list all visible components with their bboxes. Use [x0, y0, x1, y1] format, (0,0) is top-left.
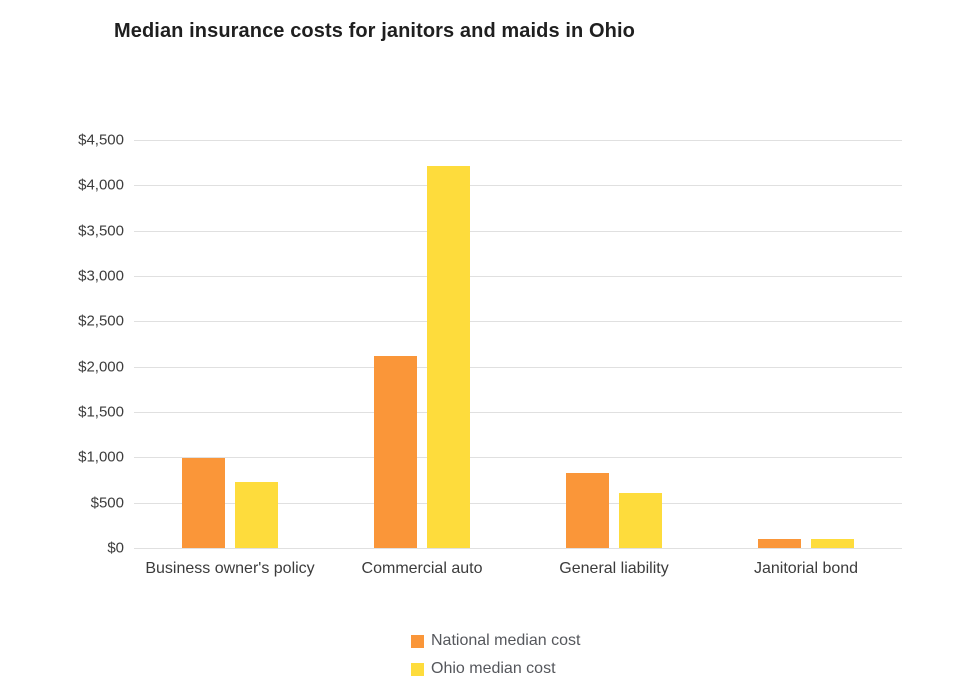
y-tick-label: $1,500: [78, 403, 124, 421]
x-category-label: General liability: [559, 560, 669, 577]
chart-title: Median insurance costs for janitors and …: [114, 20, 635, 42]
national-swatch-icon: [411, 634, 424, 648]
x-category-label: Janitorial bond: [753, 560, 859, 577]
y-tick-label: $500: [90, 494, 124, 512]
legend-item-ohio: Ohio median cost: [411, 658, 580, 680]
x-category-label: Business owner's policy: [145, 560, 315, 577]
x-category-label: Commercial auto: [361, 560, 483, 577]
y-tick-label: $3,000: [78, 267, 124, 285]
grid-line: [134, 185, 902, 187]
bar-ohio: [235, 482, 278, 548]
y-tick-label: $1,000: [78, 448, 124, 466]
grid-line: [134, 276, 902, 277]
legend-item-national: National median cost: [411, 630, 580, 652]
y-tick-label: $3,500: [78, 222, 124, 240]
bar-ohio: [811, 539, 854, 548]
y-tick-label: $0: [107, 539, 124, 557]
grid-line: [134, 457, 902, 459]
grid-line: [134, 502, 902, 504]
grid-line: [134, 548, 902, 549]
bar-national: [182, 458, 225, 548]
y-tick-label: $4,500: [78, 131, 124, 149]
bar-national: [374, 356, 417, 548]
y-tick-label: $2,000: [78, 358, 124, 376]
bar-national: [758, 539, 801, 548]
grid-line: [134, 321, 902, 323]
grid-line: [134, 230, 902, 232]
bar-ohio: [619, 493, 662, 548]
grid-line: [134, 412, 902, 413]
bar-national: [566, 473, 609, 548]
grid-line: [134, 366, 902, 368]
bar-ohio: [427, 166, 470, 548]
legend-label: National median cost: [431, 632, 581, 649]
ohio-swatch-icon: [411, 662, 424, 676]
y-tick-label: $2,500: [78, 312, 124, 330]
legend-label: Ohio median cost: [431, 660, 556, 677]
y-tick-label: $4,000: [78, 176, 124, 194]
grid-line: [134, 140, 902, 141]
plot-area: $0 $500 $1,000 $1,500 $2,000 $2,500 $3,000 $3,5…: [78, 132, 902, 577]
legend: National median cost Ohio median cost: [411, 630, 580, 683]
